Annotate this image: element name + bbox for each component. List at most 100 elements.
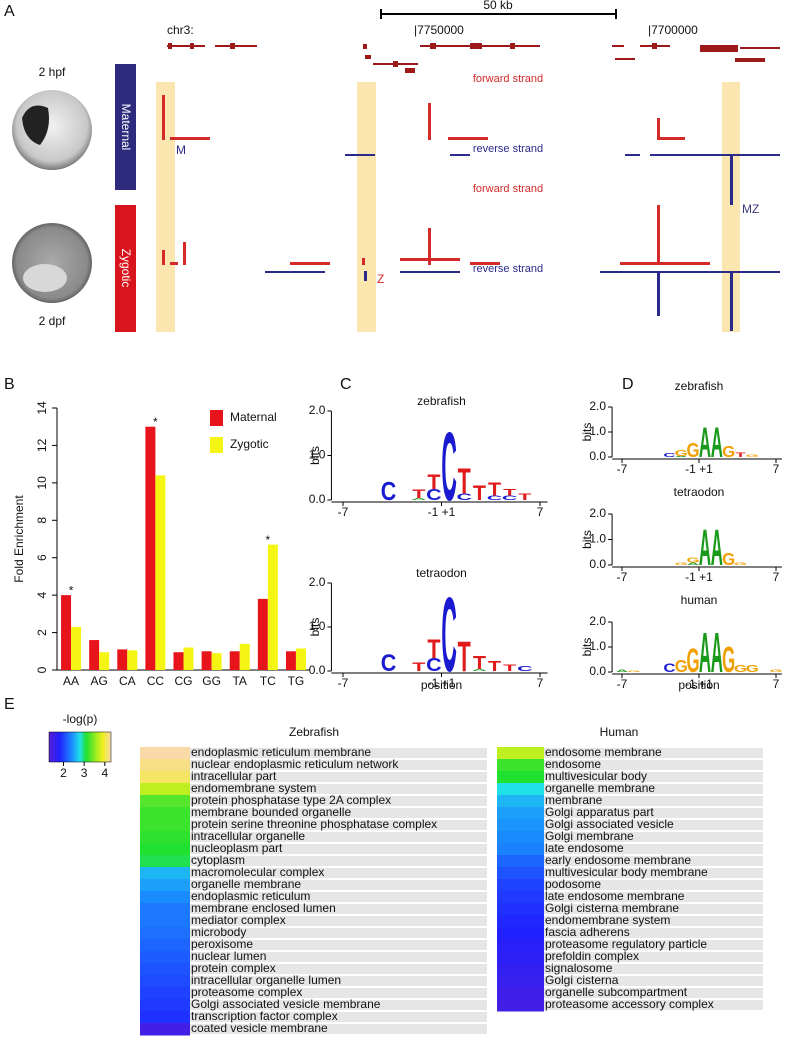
row-band — [140, 1024, 487, 1034]
heat-cell — [497, 843, 544, 856]
heat-cell — [497, 879, 544, 892]
y-tick-label: 0.0 — [589, 449, 606, 463]
term-label: membrane enclosed lumen — [191, 901, 336, 915]
bar — [61, 595, 72, 670]
logo-letter: A — [711, 419, 723, 466]
heat-cell — [140, 855, 190, 868]
row-band — [497, 1000, 763, 1010]
heat-cell — [140, 795, 190, 808]
panel-label: D — [622, 376, 634, 393]
term-label: Golgi cisterna membrane — [545, 901, 679, 915]
legend-label: Maternal — [230, 410, 277, 424]
heat-cell — [140, 867, 190, 880]
y-tick-label: 2.0 — [589, 506, 606, 520]
logo-letter: G — [627, 670, 640, 672]
logo-title: tetraodon — [674, 485, 725, 499]
row-band — [140, 916, 487, 926]
list-title: Human — [600, 725, 639, 739]
x-axis-label: position — [421, 678, 462, 692]
track-box — [115, 205, 136, 332]
term-label: endosome — [545, 757, 601, 771]
row-band — [140, 964, 487, 974]
bar — [257, 598, 268, 670]
row-band — [140, 760, 487, 770]
y-tick-label: 0.0 — [309, 492, 326, 506]
row-band — [497, 964, 763, 974]
x-tick-label: -1 +1 — [685, 677, 713, 691]
term-label: multivesicular body — [545, 769, 647, 783]
logo-letter: A — [675, 455, 688, 457]
row-band — [497, 832, 763, 842]
x-tick-label: AA — [63, 674, 79, 688]
logo-letter: T — [427, 470, 440, 494]
embryo-yolk — [23, 264, 67, 292]
term-label: podosome — [545, 877, 601, 891]
term-label: Golgi associated vesicle membrane — [191, 997, 381, 1011]
x-tick-label: CC — [147, 674, 165, 688]
logo-letter: C — [487, 495, 503, 502]
heat-cell — [140, 1011, 190, 1024]
bar — [295, 648, 306, 670]
y-tick-label: 10 — [35, 476, 49, 490]
logo-letter: A — [711, 519, 723, 575]
y-axis-label: bits — [308, 618, 322, 637]
x-tick-label: -7 — [338, 505, 349, 519]
row-band — [140, 748, 487, 758]
heat-cell — [497, 999, 544, 1012]
x-tick-label: -1 +1 — [428, 676, 456, 690]
y-tick-label: 1.0 — [589, 532, 606, 546]
row-band — [140, 988, 487, 998]
row-band — [140, 976, 487, 986]
y-axis-label: bits — [308, 446, 322, 465]
bar — [267, 544, 278, 670]
term-label: multivesicular body membrane — [545, 865, 708, 879]
logo-title: zebrafish — [675, 379, 724, 393]
y-tick-label: 1.0 — [589, 639, 606, 653]
x-tick-label: TG — [288, 674, 305, 688]
row-band — [497, 760, 763, 770]
heat-cell — [497, 807, 544, 820]
bar — [211, 653, 222, 670]
colorbar-tick-label: 2 — [60, 766, 67, 780]
row-band — [497, 844, 763, 854]
heat-cell — [140, 939, 190, 952]
annotation: * — [153, 415, 158, 429]
y-tick-label: 0.0 — [589, 557, 606, 571]
term-label: proteasome accessory complex — [545, 997, 714, 1011]
logo-letter: A — [711, 620, 723, 684]
term-label: proteasome regulatory particle — [545, 937, 707, 951]
y-tick-label: 2.0 — [309, 403, 326, 417]
x-tick-label: -7 — [338, 676, 349, 690]
stage-label: 2 dpf — [39, 314, 66, 328]
logo-letter: G — [675, 562, 688, 566]
term-label: organelle subcompartment — [545, 985, 688, 999]
x-tick-label: 7 — [773, 570, 780, 584]
row-band — [140, 1000, 487, 1010]
term-label: endomembrane system — [191, 781, 316, 795]
logo-letter: G — [687, 556, 700, 564]
row-band — [497, 880, 763, 890]
x-tick-label: -7 — [617, 677, 628, 691]
x-tick-label: -1 +1 — [428, 505, 456, 519]
heat-cell — [140, 915, 190, 928]
x-tick-label: -7 — [617, 462, 628, 476]
y-tick-label: 6 — [35, 554, 49, 561]
term-label: endoplasmic reticulum — [191, 889, 310, 903]
list-title: Zebrafish — [289, 725, 339, 739]
y-axis-label: Fold Enrichment — [12, 495, 26, 583]
logo-letter: G — [746, 662, 759, 674]
bar — [99, 652, 110, 670]
term-label: transcription factor complex — [191, 1009, 338, 1023]
heat-cell — [140, 999, 190, 1012]
heat-cell — [140, 1023, 190, 1036]
logo-letter: G — [687, 438, 700, 461]
heat-cell — [140, 891, 190, 904]
peak-label: MZ — [742, 202, 759, 216]
heat-cell — [497, 759, 544, 772]
row-band — [497, 940, 763, 950]
x-tick-label: 7 — [773, 462, 780, 476]
y-tick-label: 0 — [35, 666, 49, 673]
term-label: Golgi apparatus part — [545, 805, 654, 819]
genome-browser: 50 kb chr3: |7750000 |7700000 — [12, 0, 780, 332]
